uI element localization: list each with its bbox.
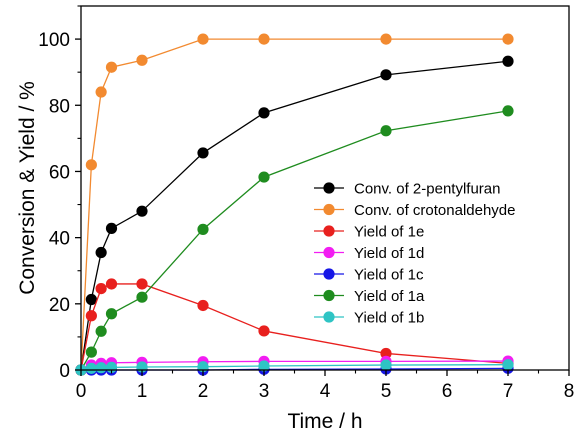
- legend-swatch-marker: [323, 182, 335, 194]
- series-line: [80, 110, 509, 371]
- data-point: [502, 33, 514, 45]
- data-point: [502, 359, 514, 371]
- legend-item-0: Conv. of 2-pentylfuran: [314, 181, 500, 198]
- y-tick-label: 20: [49, 295, 70, 316]
- data-point: [197, 33, 209, 45]
- legend-item-6: Yield of 1b: [314, 310, 424, 327]
- x-tick-label: 7: [503, 381, 514, 402]
- data-point: [136, 54, 148, 66]
- data-point: [197, 147, 209, 159]
- y-tick-label: 80: [49, 96, 70, 117]
- data-point: [258, 360, 270, 372]
- legend-label: Yield of 1d: [354, 245, 424, 262]
- data-point: [85, 362, 97, 374]
- x-tick-label: 4: [320, 381, 331, 402]
- data-point: [95, 246, 107, 259]
- data-point: [95, 325, 107, 337]
- legend-item-5: Yield of 1a: [314, 288, 425, 305]
- data-point: [380, 125, 392, 137]
- legend-label: Yield of 1b: [354, 310, 424, 327]
- legend-label: Conv. of 2-pentylfuran: [354, 181, 500, 198]
- legend-label: Yield of 1e: [354, 224, 424, 241]
- x-tick-label: 3: [259, 381, 270, 402]
- legend-swatch-marker: [323, 289, 335, 302]
- series-0: [75, 55, 514, 376]
- data-point: [258, 325, 270, 337]
- data-point: [95, 282, 107, 295]
- data-point: [105, 61, 118, 73]
- legend-label: Yield of 1c: [354, 267, 424, 284]
- legend: Conv. of 2-pentylfuran Conv. of crotonald…: [314, 181, 516, 327]
- data-point: [105, 278, 118, 290]
- data-point: [380, 359, 392, 371]
- data-point: [380, 69, 392, 81]
- y-axis-title: Conversion & Yield / %: [16, 81, 39, 295]
- x-tick-label: 5: [381, 381, 392, 402]
- legend-swatch-marker: [323, 268, 335, 280]
- legend-swatch-marker: [323, 225, 335, 237]
- data-point: [105, 222, 118, 234]
- y-tick-label: 0: [59, 361, 70, 382]
- y-tick-label: 100: [38, 30, 70, 51]
- legend-item-3: Yield of 1d: [314, 245, 424, 262]
- data-point: [380, 347, 392, 360]
- y-tick-label: 60: [49, 162, 70, 183]
- data-point: [85, 293, 97, 306]
- data-point: [197, 223, 209, 235]
- data-point: [95, 362, 107, 374]
- data-point: [380, 33, 392, 45]
- data-point: [136, 205, 148, 217]
- legend-item-4: Yield of 1c: [314, 267, 424, 284]
- data-point: [95, 86, 107, 98]
- data-point: [85, 346, 97, 358]
- data-point: [85, 159, 97, 171]
- data-point: [105, 308, 118, 320]
- y-tick-label: 40: [49, 229, 70, 250]
- legend-swatch-marker: [323, 203, 335, 216]
- data-point: [258, 33, 270, 45]
- data-point: [85, 310, 97, 322]
- legend-label: Conv. of crotonaldehyde: [354, 202, 516, 219]
- data-point: [258, 107, 270, 119]
- legend-label: Yield of 1a: [354, 288, 425, 305]
- x-tick-label: 6: [442, 381, 453, 402]
- x-tick-label: 2: [198, 381, 209, 402]
- data-point: [136, 278, 148, 290]
- x-tick-label: 1: [137, 381, 148, 402]
- data-point: [502, 55, 514, 67]
- legend-item-1: Conv. of crotonaldehyde: [314, 202, 516, 219]
- data-point: [136, 291, 148, 303]
- x-axis-title: Time / h: [287, 410, 362, 433]
- series-5: [75, 105, 514, 376]
- legend-swatch-marker: [323, 246, 335, 259]
- data-point: [197, 299, 209, 312]
- legend-item-2: Yield of 1e: [314, 224, 424, 241]
- data-point: [258, 171, 270, 183]
- x-tick-label: 0: [76, 381, 87, 402]
- x-tick-label: 8: [564, 381, 575, 402]
- data-point: [502, 105, 514, 117]
- legend-swatch-marker: [323, 311, 335, 323]
